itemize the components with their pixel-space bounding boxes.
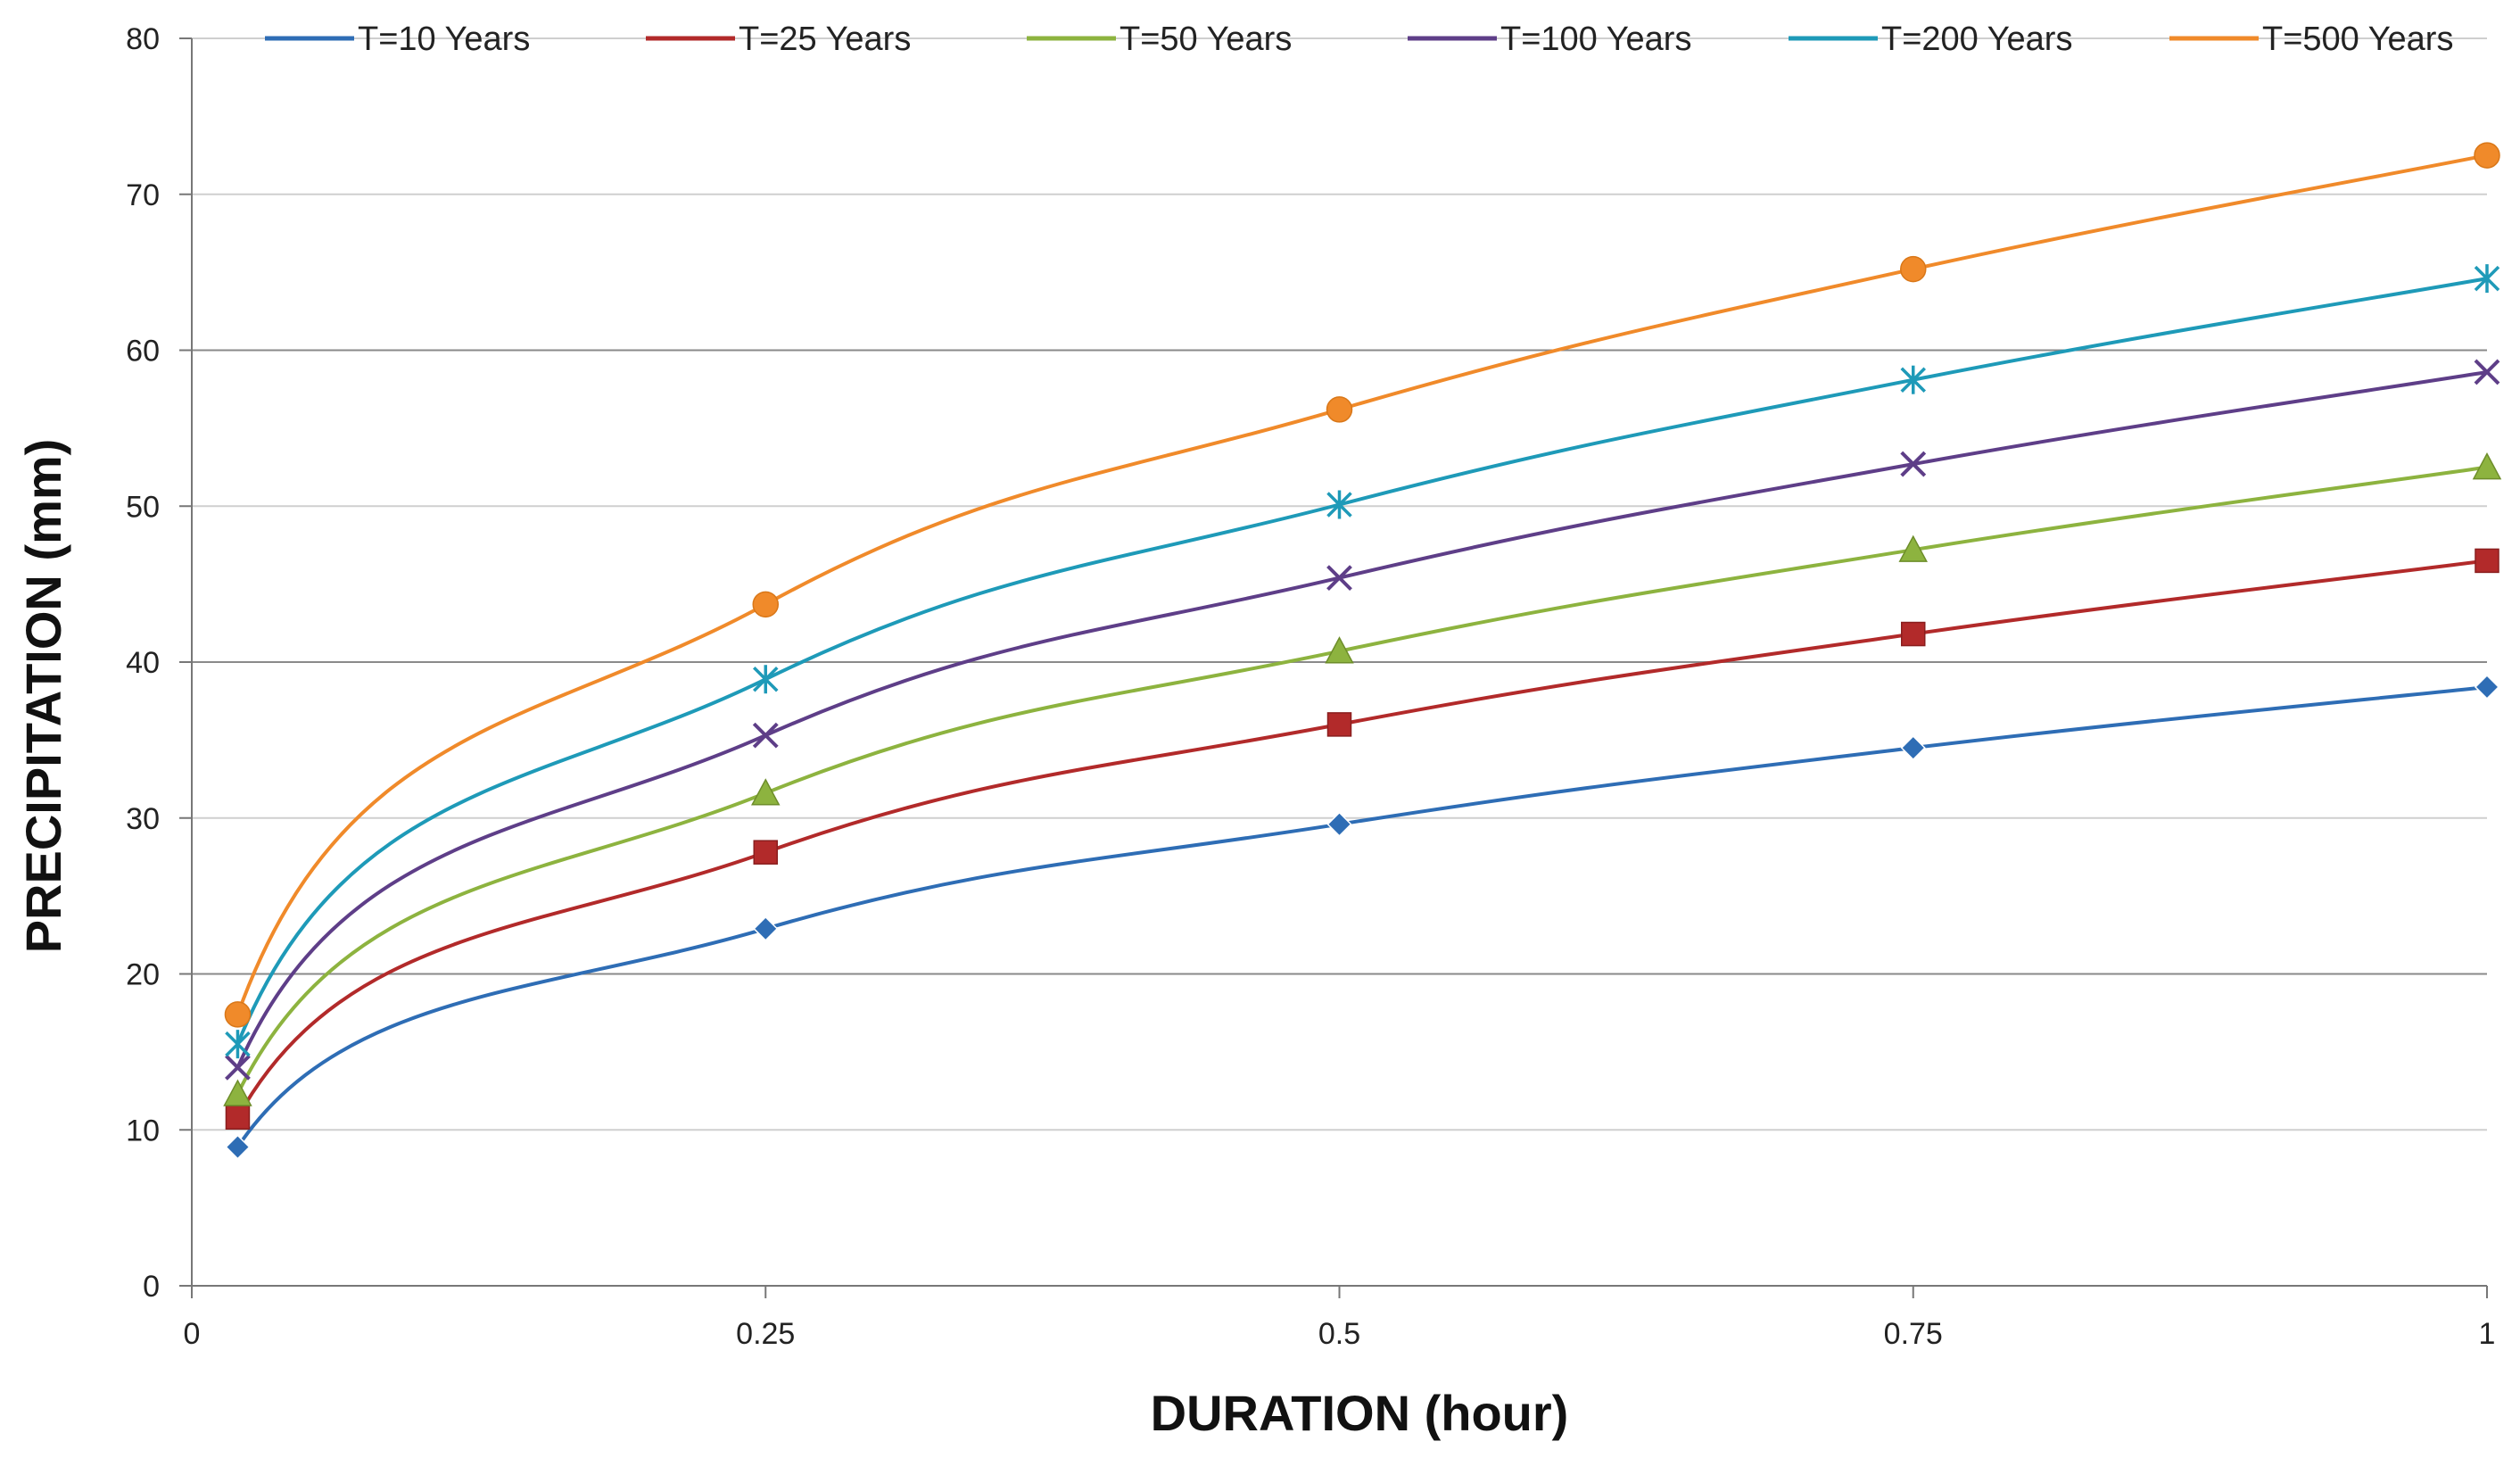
- legend-label-t-50-years: T=50 Years: [1120, 21, 1292, 58]
- grid-layer: [192, 37, 2487, 1131]
- series-line-t-25-years: [235, 559, 2489, 1120]
- data-point-t-10-years-4: [2474, 674, 2500, 700]
- x-axis-title: DURATION (hour): [1151, 1385, 1569, 1441]
- data-point-t-500-years-0: [224, 1001, 252, 1028]
- marker-stroke: [225, 1054, 251, 1081]
- legend-item-t-100-years: T=100 Years: [1408, 21, 1691, 58]
- marker-stroke: [752, 722, 779, 749]
- data-point-t-100-years-1: [752, 722, 779, 749]
- x-tick-label: 0.5: [1318, 1317, 1360, 1351]
- legend-label-t-10-years: T=10 Years: [358, 21, 530, 58]
- data-point-t-200-years-0: [225, 1030, 251, 1059]
- data-point-t-25-years-1: [753, 840, 778, 865]
- data-point-t-50-years-0: [223, 1079, 252, 1106]
- y-tick-label: 0: [143, 1270, 160, 1304]
- legend-label-t-500-years: T=500 Years: [2262, 21, 2453, 58]
- data-point-t-25-years-4: [2475, 548, 2499, 574]
- data-point-t-200-years-2: [1326, 490, 1352, 519]
- legend-item-t-50-years: T=50 Years: [1027, 21, 1292, 58]
- data-point-t-500-years-4: [2474, 142, 2500, 169]
- x-tick-label: 1: [2479, 1317, 2496, 1351]
- legend-item-t-500-years: T=500 Years: [2169, 21, 2453, 58]
- series-line-t-100-years: [235, 370, 2489, 1070]
- data-point-t-25-years-3: [1901, 621, 1926, 647]
- y-tick-label: 60: [126, 335, 160, 369]
- series-t-25-years: [225, 548, 2499, 1131]
- marker-stroke: [1326, 565, 1352, 592]
- series-line-t-50-years: [235, 465, 2489, 1097]
- x-tick-label: 0: [184, 1317, 201, 1351]
- y-tick-label: 70: [126, 178, 160, 212]
- data-point-t-10-years-1: [753, 915, 779, 941]
- data-point-t-100-years-3: [1900, 451, 1927, 477]
- series-layer: [223, 142, 2502, 1160]
- marker-stroke: [1900, 451, 1927, 477]
- data-point-t-100-years-0: [225, 1054, 251, 1081]
- legend-label-t-200-years: T=200 Years: [1881, 21, 2072, 58]
- legend-label-t-25-years: T=25 Years: [739, 21, 911, 58]
- data-point-t-100-years-2: [1326, 565, 1352, 592]
- data-point-t-50-years-4: [2472, 451, 2502, 480]
- marker-stroke: [2474, 359, 2500, 385]
- x-tick-label: 0.75: [1884, 1317, 1943, 1351]
- legend-item-t-10-years: T=10 Years: [265, 21, 530, 58]
- y-axis-title: PRECIPITATION (mm): [15, 439, 71, 954]
- y-tick-label: 20: [126, 958, 160, 992]
- y-tick-label: 50: [126, 490, 160, 524]
- data-point-t-50-years-1: [750, 778, 781, 806]
- data-point-t-500-years-3: [1900, 255, 1927, 283]
- y-tick-label: 40: [126, 646, 160, 680]
- axes-layer: 0 10 20 30 40 50 60 70 80 0 0.25 0.5 0.75 1: [126, 22, 2495, 1351]
- legend-label-t-100-years: T=100 Years: [1500, 21, 1691, 58]
- data-point-t-500-years-2: [1326, 396, 1353, 423]
- legend-item-t-25-years: T=25 Years: [646, 21, 911, 58]
- data-point-t-10-years-3: [1900, 735, 1926, 761]
- legend-layer: T=10 Years T=25 Years T=50 Years T=100 Year…: [265, 21, 2453, 58]
- series-line-t-200-years: [235, 277, 2489, 1047]
- series-t-10-years: [225, 674, 2500, 1160]
- series-t-50-years: [223, 451, 2502, 1106]
- data-point-t-500-years-1: [752, 591, 779, 618]
- series-t-100-years: [225, 359, 2500, 1081]
- data-point-t-100-years-4: [2474, 359, 2500, 385]
- y-tick-label: 30: [126, 802, 160, 836]
- data-point-t-25-years-2: [1326, 712, 1352, 737]
- data-point-t-200-years-3: [1900, 365, 1926, 394]
- y-tick-label: 10: [126, 1114, 160, 1147]
- legend-item-t-200-years: T=200 Years: [1789, 21, 2072, 58]
- x-tick-label: 0.25: [736, 1317, 795, 1351]
- y-tick-label: 80: [126, 22, 160, 56]
- series-t-200-years: [225, 264, 2500, 1059]
- data-point-t-10-years-2: [1326, 811, 1352, 837]
- data-point-t-50-years-2: [1325, 636, 1354, 664]
- data-point-t-200-years-1: [753, 665, 779, 694]
- data-point-t-50-years-3: [1898, 534, 1929, 562]
- data-point-t-10-years-0: [225, 1134, 251, 1160]
- series-t-500-years: [224, 142, 2500, 1028]
- data-point-t-25-years-0: [225, 1105, 251, 1131]
- data-point-t-200-years-4: [2474, 264, 2500, 294]
- series-line-t-500-years: [235, 153, 2489, 1016]
